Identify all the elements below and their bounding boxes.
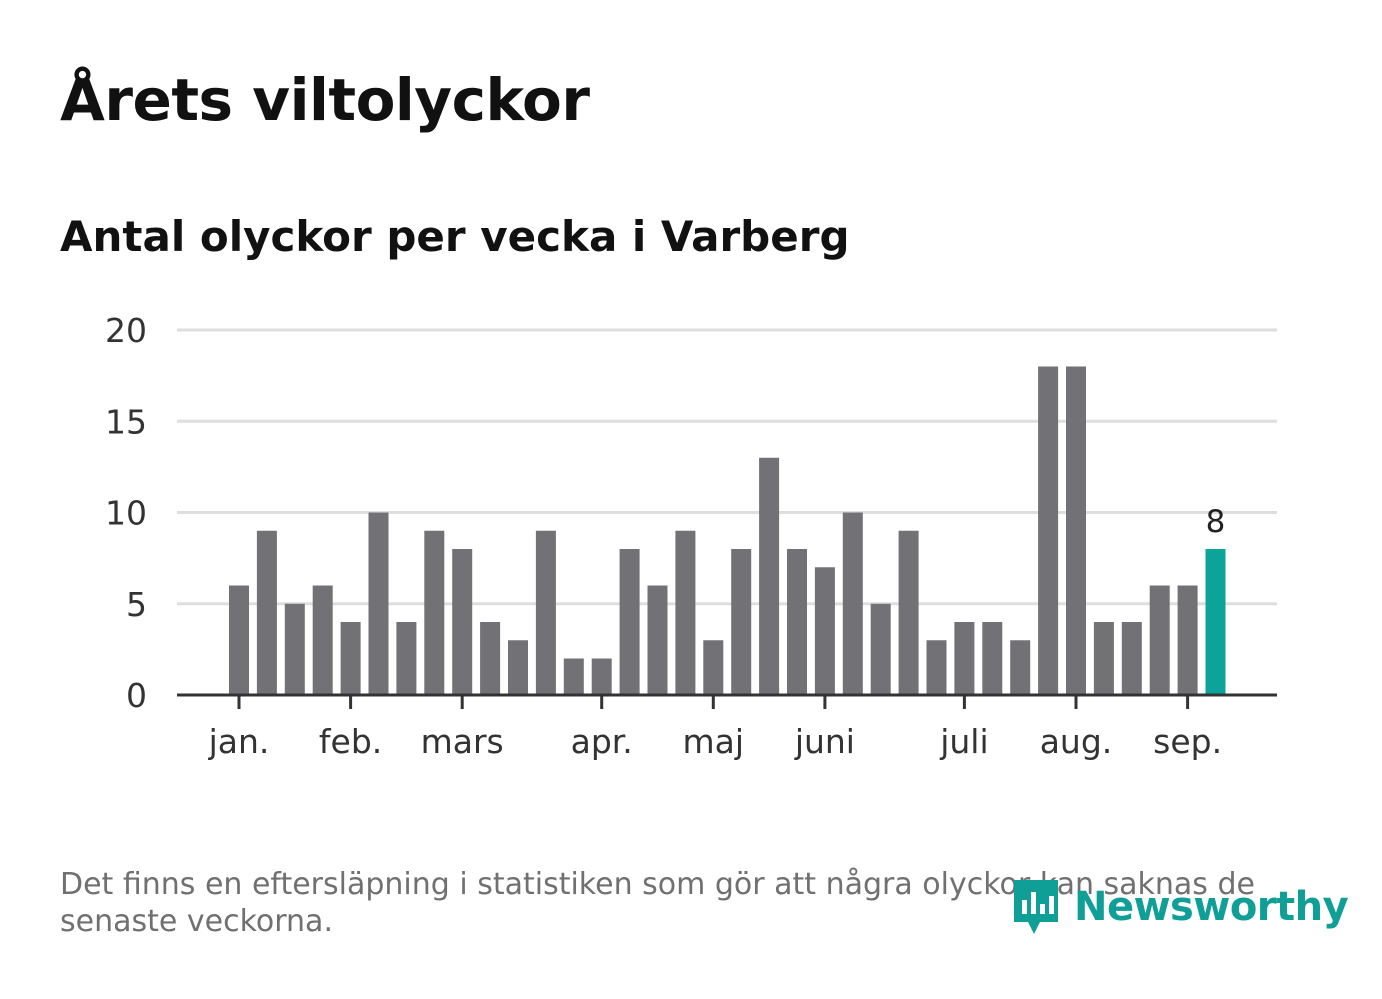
bar	[787, 549, 807, 695]
bar	[675, 530, 696, 695]
bar	[870, 603, 891, 695]
x-tick-label: juni	[794, 722, 855, 761]
x-tick-label: mars	[421, 722, 504, 761]
bar	[396, 622, 417, 695]
data-label: 8	[1206, 504, 1226, 540]
x-tick-label: aug.	[1040, 722, 1113, 761]
x-tick-label: jan.	[208, 722, 270, 761]
bar	[926, 640, 947, 695]
bar	[1010, 640, 1031, 695]
bar	[703, 640, 724, 695]
y-tick-label: 10	[105, 494, 147, 533]
bar	[1177, 585, 1198, 695]
bar	[1066, 366, 1086, 695]
bar	[1149, 585, 1170, 695]
bar	[480, 622, 501, 695]
brand-name: Newsworthy	[1074, 884, 1349, 930]
bar	[535, 530, 556, 695]
bar	[452, 549, 473, 695]
bar	[591, 658, 612, 695]
bar-chart: 0 5 10 15 20 jan. feb. mars apr. maj juni juli aug.…	[105, 311, 1277, 761]
bar	[898, 530, 919, 695]
bar	[508, 640, 528, 695]
bar	[731, 549, 752, 695]
x-axis: jan. feb. mars apr. maj juni juli aug. sep.	[177, 693, 1277, 761]
bar	[814, 567, 835, 695]
bar	[619, 549, 640, 695]
bar	[647, 585, 668, 695]
bar	[842, 512, 863, 695]
bar	[312, 585, 333, 695]
y-tick-label: 5	[126, 585, 147, 624]
bar	[256, 530, 277, 695]
bar-highlight	[1205, 549, 1226, 695]
bar	[1121, 622, 1142, 695]
bar	[759, 457, 780, 695]
x-tick-label: juli	[939, 722, 988, 761]
bar	[284, 603, 305, 695]
y-axis-ticks: 0 5 10 15 20	[105, 311, 147, 715]
x-tick-label: feb.	[319, 722, 382, 761]
bar	[424, 530, 445, 695]
x-tick-label: maj	[683, 722, 745, 761]
bar	[1093, 622, 1114, 695]
bar	[229, 585, 249, 695]
x-tick-label: apr.	[571, 722, 633, 761]
bar	[982, 622, 1003, 695]
bar	[954, 622, 975, 695]
y-tick-label: 0	[126, 676, 147, 715]
bar	[368, 512, 389, 695]
newsworthy-logo: Newsworthy	[1010, 876, 1349, 938]
chart-title: Årets viltolyckor	[60, 66, 590, 134]
y-tick-label: 15	[105, 402, 147, 441]
bar	[1038, 366, 1059, 695]
bars	[229, 366, 1226, 695]
bar	[340, 622, 361, 695]
chart-subtitle: Antal olyckor per vecka i Varberg	[60, 212, 850, 261]
newsworthy-logo-icon	[1014, 880, 1058, 934]
y-tick-label: 20	[105, 311, 147, 350]
data-labels: 8	[1206, 504, 1226, 540]
bar	[563, 658, 584, 695]
gridlines	[177, 328, 1277, 606]
x-tick-label: sep.	[1153, 722, 1222, 761]
